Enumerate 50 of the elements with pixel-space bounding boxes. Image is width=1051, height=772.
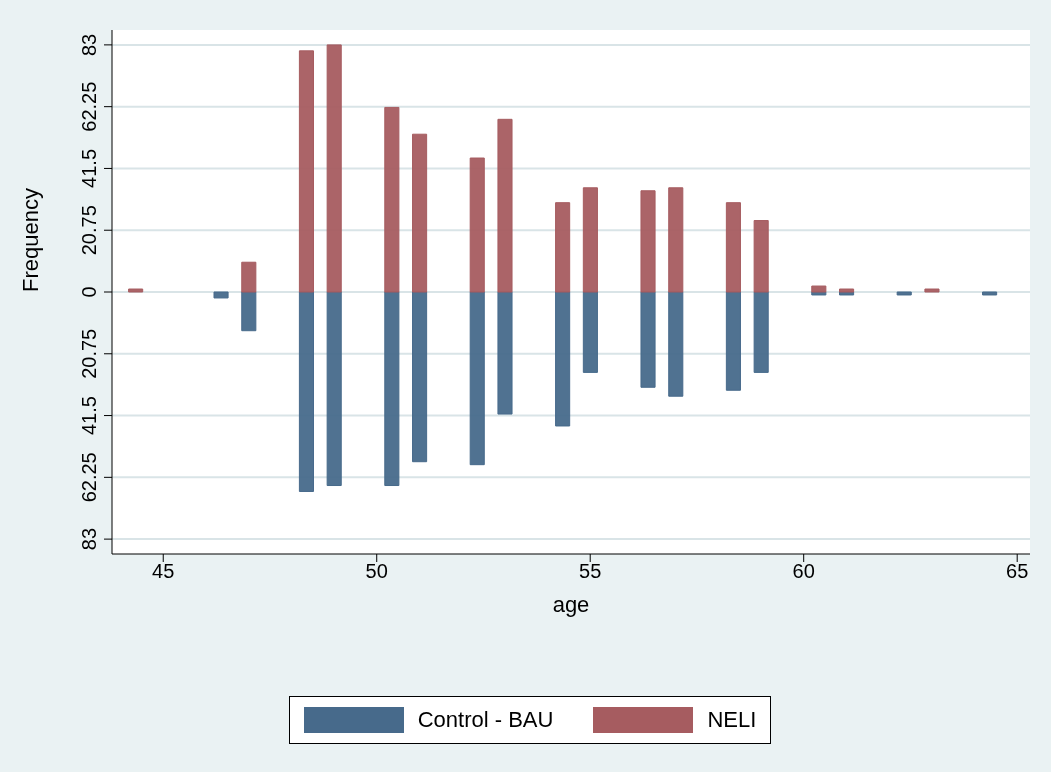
- bar: [497, 291, 513, 415]
- bar: [384, 291, 400, 487]
- bar: [668, 291, 684, 397]
- y-tick-label: 62.25: [78, 81, 100, 132]
- bar: [469, 157, 485, 293]
- bar: [326, 291, 342, 487]
- bar: [640, 190, 656, 293]
- x-tick-label: 65: [1006, 560, 1029, 583]
- y-tick-label: 0: [78, 286, 100, 298]
- bar: [412, 291, 428, 463]
- bar: [725, 291, 741, 391]
- bar: [582, 187, 598, 293]
- y-tick-label: 20.75: [78, 328, 100, 379]
- bar: [241, 261, 257, 293]
- legend-label: NELI: [707, 707, 757, 733]
- bar: [896, 291, 912, 296]
- y-tick-label: 41.5: [78, 396, 100, 436]
- bar: [326, 44, 342, 293]
- y-tick-label: 83: [78, 527, 100, 551]
- legend-label: Control - BAU: [417, 707, 554, 733]
- bar: [753, 220, 769, 293]
- x-tick-label: 50: [365, 560, 388, 583]
- bar: [582, 291, 598, 373]
- bar: [469, 291, 485, 466]
- bar: [640, 291, 656, 388]
- bar: [982, 291, 998, 296]
- bar: [725, 202, 741, 293]
- bar: [555, 291, 571, 427]
- x-tick-label: 55: [579, 560, 602, 583]
- bar: [298, 50, 314, 293]
- x-tick-label: 60: [792, 560, 815, 583]
- bar: [753, 291, 769, 373]
- bar: [384, 106, 400, 293]
- bar: [497, 118, 513, 293]
- y-tick-label: 83: [78, 33, 100, 57]
- bar: [213, 291, 229, 299]
- x-axis-title: age: [552, 592, 590, 617]
- bar: [811, 285, 827, 293]
- y-tick-label: 41.5: [78, 148, 100, 188]
- bar: [412, 133, 428, 293]
- bar: [298, 291, 314, 492]
- bar: [128, 288, 144, 293]
- bar: [668, 187, 684, 293]
- bar: [241, 291, 257, 332]
- bar: [555, 202, 571, 293]
- y-tick-label: 20.75: [78, 205, 100, 256]
- bar: [924, 288, 940, 293]
- x-tick-label: 45: [152, 560, 175, 583]
- y-tick-label: 62.25: [78, 452, 100, 503]
- y-axis-title: Frequency: [17, 188, 43, 292]
